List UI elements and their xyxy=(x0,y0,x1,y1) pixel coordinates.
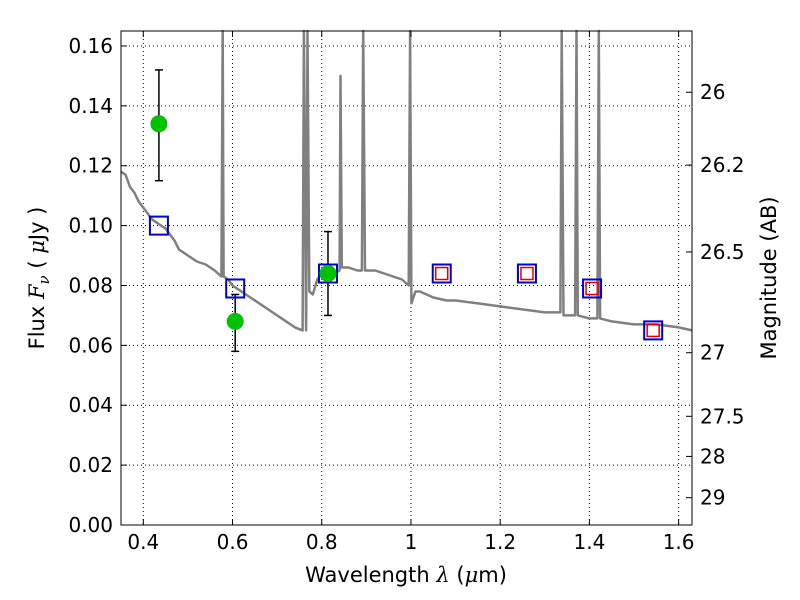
predicted-point xyxy=(646,323,660,338)
spectrum-line xyxy=(120,29,693,332)
spectrum-series xyxy=(120,29,693,332)
y-tick-label: 0.16 xyxy=(68,34,113,58)
mag-tick-label: 26.2 xyxy=(700,153,745,177)
mag-tick-label: 27.5 xyxy=(700,404,745,428)
model-point xyxy=(516,263,537,284)
mag-tick-label: 27 xyxy=(700,341,725,365)
x-tick-label: 1.4 xyxy=(573,530,605,554)
right-axis-label: Magnitude (AB) xyxy=(757,196,781,359)
x-tick-label: 0.8 xyxy=(306,530,338,554)
y-axis-label: Flux Fν ( μJy ) xyxy=(25,207,53,350)
y-tick-label: 0.04 xyxy=(68,393,113,417)
model-point xyxy=(643,320,664,341)
x-tick-label: 0.4 xyxy=(127,530,159,554)
x-axis-label: Wavelength λ (μm) xyxy=(305,563,507,587)
y-tick-label: 0.08 xyxy=(68,273,113,297)
model-point xyxy=(431,263,452,284)
photometry-markers xyxy=(148,69,664,353)
y-tick-label: 0.14 xyxy=(68,94,113,118)
mag-tick-label: 26 xyxy=(700,80,725,104)
y-tick-label: 0.02 xyxy=(68,453,113,477)
y-tick-label: 0.10 xyxy=(68,214,113,238)
x-tick-label: 1.2 xyxy=(484,530,516,554)
grid-lines xyxy=(121,31,692,526)
plot-frame xyxy=(120,30,693,526)
y-tick-label: 0.00 xyxy=(68,513,113,537)
observed-point xyxy=(319,265,337,283)
mag-tick-label: 29 xyxy=(700,486,725,510)
model-point xyxy=(317,263,338,284)
predicted-point xyxy=(434,266,449,281)
y-tick-label: 0.12 xyxy=(68,154,113,178)
model-point xyxy=(582,278,603,299)
model-point xyxy=(225,278,246,299)
y-tick-label: 0.06 xyxy=(68,333,113,357)
axis-ticks: 0.4 0.6 0.8 1 1.2 1.4 1.6 0.00 0.02 0.04 0.06 0.08 0… xyxy=(68,31,745,554)
observed-point xyxy=(150,115,168,133)
predicted-point xyxy=(585,281,599,296)
x-tick-label: 1.6 xyxy=(663,530,695,554)
predicted-point xyxy=(520,266,534,281)
x-tick-label: 1 xyxy=(405,530,418,554)
mag-tick-label: 28 xyxy=(700,444,725,468)
observed-point xyxy=(226,312,244,330)
mag-tick-label: 26.5 xyxy=(700,240,745,264)
model-point xyxy=(148,215,169,236)
x-tick-label: 0.6 xyxy=(217,530,249,554)
